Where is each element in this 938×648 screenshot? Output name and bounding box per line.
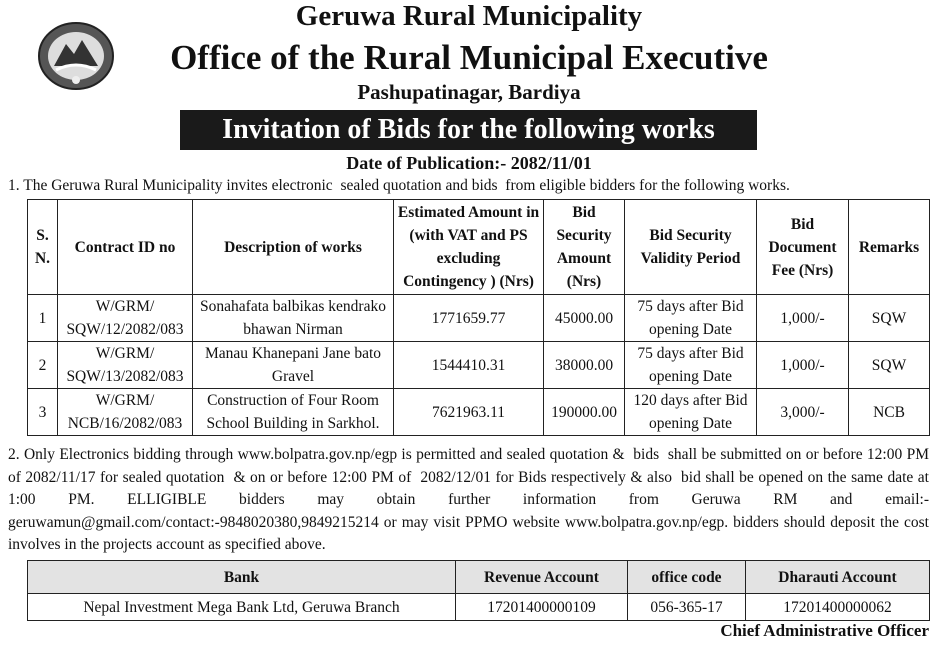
table-cell: 17201400000109	[455, 593, 628, 621]
column-header: Bank	[27, 560, 456, 594]
table-cell: 1544410.31	[393, 341, 544, 389]
column-header: S. N.	[27, 199, 58, 295]
table-cell: W/GRM/ SQW/13/2082/083	[57, 341, 193, 389]
table-cell: 17201400000062	[745, 593, 930, 621]
column-header: office code	[627, 560, 746, 594]
location: Pashupatinagar, Bardiya	[357, 80, 581, 104]
intro-paragraph: 1. The Geruwa Rural Municipality invites…	[8, 177, 790, 194]
table-row: Nepal Investment Mega Bank Ltd, Geruwa B…	[27, 593, 930, 621]
banner: Invitation of Bids for the following wor…	[180, 110, 757, 150]
table-cell: 3,000/-	[756, 388, 849, 436]
table-cell: 056-365-17	[627, 593, 746, 621]
header-row: S. N. Contract ID no Description of works E…	[27, 199, 930, 295]
table-cell: 120 days after Bid opening Date	[624, 388, 757, 436]
publication-date: Date of Publication:- 2082/11/01	[346, 153, 592, 173]
table-cell: 1,000/-	[756, 294, 849, 342]
notice-paragraph: 2. Only Electronics bidding through www.…	[8, 446, 933, 554]
bank-table: Bank Revenue Account office code Dharauti A…	[27, 560, 930, 621]
office-title: Office of the Rural Municipal Executive	[170, 38, 768, 77]
works-table: S. N. Contract ID no Description of works E…	[27, 199, 930, 436]
table-cell: 75 days after Bid opening Date	[624, 341, 757, 389]
table-cell: W/GRM/ SQW/12/2082/083	[57, 294, 193, 342]
column-header: Remarks	[848, 199, 930, 295]
table-cell: 7621963.11	[393, 388, 544, 436]
table-cell: 38000.00	[543, 341, 625, 389]
table-cell: 1771659.77	[393, 294, 544, 342]
table-cell: 190000.00	[543, 388, 625, 436]
table-row: 2 W/GRM/ SQW/13/2082/083 Manau Khanepani J…	[27, 341, 930, 389]
signature: Chief Administrative Officer	[720, 621, 929, 640]
table-cell: Manau Khanepani Jane bato Gravel	[192, 341, 394, 389]
table-row: 1 W/GRM/ SQW/12/2082/083 Sonahafata balbik…	[27, 294, 930, 342]
table-cell: SQW	[848, 341, 930, 389]
column-header: Bid Security Validity Period	[624, 199, 757, 295]
table-cell: NCB	[848, 388, 930, 436]
table-cell: Construction of Four Room School Buildin…	[192, 388, 394, 436]
header-row: Bank Revenue Account office code Dharauti A…	[27, 560, 930, 594]
column-header: Contract ID no	[57, 199, 193, 295]
table-row: 3 W/GRM/ NCB/16/2082/083 Construction of F…	[27, 388, 930, 436]
table-cell: 3	[27, 388, 58, 436]
column-header: Bid Document Fee (Nrs)	[756, 199, 849, 295]
column-header: Revenue Account	[455, 560, 628, 594]
table-cell: 1	[27, 294, 58, 342]
table-cell: 75 days after Bid opening Date	[624, 294, 757, 342]
table-cell: W/GRM/ NCB/16/2082/083	[57, 388, 193, 436]
table-cell: 1,000/-	[756, 341, 849, 389]
table-cell: Sonahafata balbikas kendrako bhawan Nirm…	[192, 294, 394, 342]
column-header: Description of works	[192, 199, 394, 295]
emblem	[38, 22, 114, 90]
column-header: Bid Security Amount (Nrs)	[543, 199, 625, 295]
table-cell: 45000.00	[543, 294, 625, 342]
column-header: Estimated Amount in (with VAT and PS exc…	[393, 199, 544, 295]
table-cell: Nepal Investment Mega Bank Ltd, Geruwa B…	[27, 593, 456, 621]
column-header: Dharauti Account	[745, 560, 930, 594]
table-cell: SQW	[848, 294, 930, 342]
table-cell: 2	[27, 341, 58, 389]
municipality-title: Geruwa Rural Municipality	[295, 0, 643, 32]
